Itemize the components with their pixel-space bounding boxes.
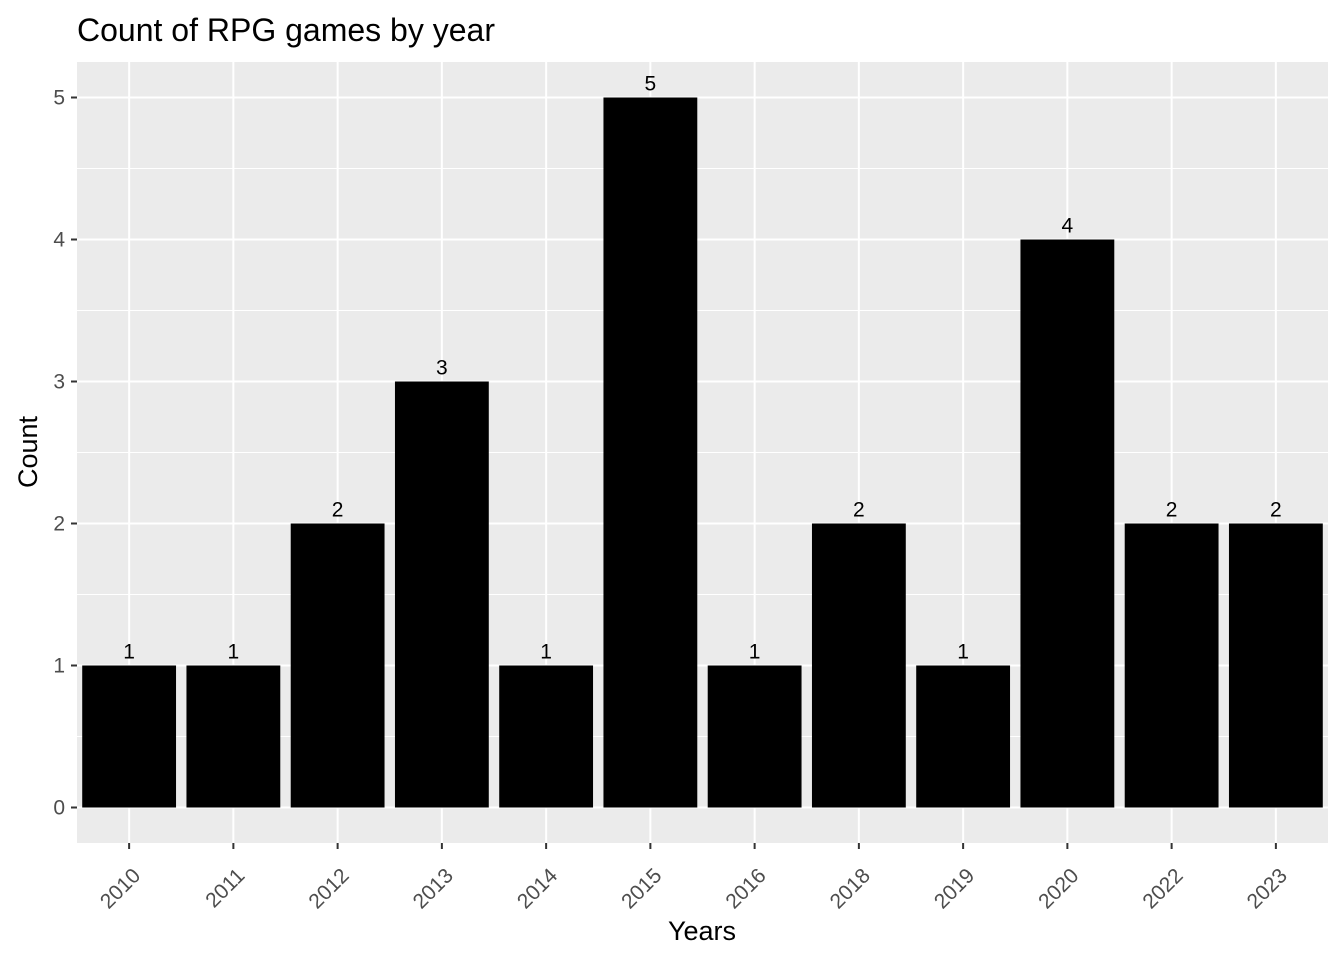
bar-2022 (1124, 523, 1219, 808)
x-tick-label-2020: 2020 (1034, 864, 1083, 913)
x-tick-label-2018: 2018 (826, 864, 875, 913)
chart-title: Count of RPG games by year (77, 12, 495, 48)
x-tick-label-2011: 2011 (201, 864, 249, 912)
data-label-2019: 1 (957, 641, 969, 664)
y-tick-label: 0 (53, 797, 65, 820)
bar-2012 (290, 523, 385, 808)
data-label-2011: 1 (228, 641, 240, 664)
data-label-2020: 4 (1062, 215, 1074, 238)
data-labels: 1 1 2 3 1 5 1 2 1 4 2 2 (123, 73, 1281, 664)
bar-2018 (811, 523, 906, 808)
data-label-2010: 1 (123, 641, 135, 664)
data-label-2023: 2 (1270, 499, 1282, 522)
x-tick-label-2010: 2010 (96, 864, 145, 913)
bar-2010 (82, 665, 177, 808)
data-label-2014: 1 (540, 641, 552, 664)
y-tick-label: 3 (53, 371, 65, 394)
bar-2019 (916, 665, 1011, 808)
bar-2020 (1020, 239, 1115, 808)
bar-2014 (499, 665, 594, 808)
x-axis-title: Years (668, 916, 736, 946)
x-tick-label-2016: 2016 (721, 864, 770, 913)
y-tick-label: 4 (53, 229, 65, 252)
y-axis-title: Count (13, 415, 43, 488)
data-label-2022: 2 (1166, 499, 1178, 522)
x-tick-label-2013: 2013 (409, 864, 458, 913)
bar-2013 (394, 381, 489, 808)
data-label-2016: 1 (749, 641, 761, 664)
x-tick-label-2019: 2019 (930, 864, 979, 913)
data-label-2018: 2 (853, 499, 865, 522)
bar-2023 (1228, 523, 1323, 808)
bars (82, 97, 1323, 808)
bar-2011 (186, 665, 281, 808)
y-tick-label: 5 (53, 87, 65, 110)
x-tick-label-2023: 2023 (1243, 864, 1292, 913)
data-label-2015: 5 (645, 73, 657, 96)
data-label-2012: 2 (332, 499, 344, 522)
x-tick-label-2014: 2014 (513, 864, 563, 914)
data-label-2013: 3 (436, 357, 448, 380)
x-tick-label-2012: 2012 (304, 864, 353, 913)
x-tick-label-2022: 2022 (1138, 864, 1187, 913)
y-tick-label: 2 (53, 513, 65, 536)
bar-2015 (603, 97, 698, 808)
x-tick-label-2015: 2015 (617, 864, 666, 913)
y-tick-label: 1 (53, 655, 65, 678)
bar-2016 (707, 665, 802, 808)
